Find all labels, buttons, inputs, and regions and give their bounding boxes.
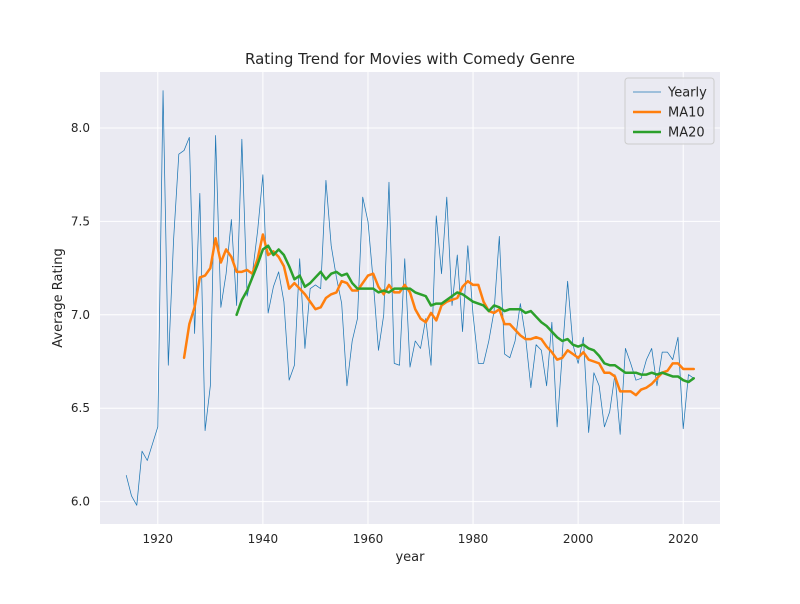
x-tick-label: 1940 <box>248 532 279 546</box>
chart-title: Rating Trend for Movies with Comedy Genr… <box>245 50 575 68</box>
y-axis-label: Average Rating <box>51 248 66 347</box>
legend-label: MA10 <box>668 106 705 121</box>
y-tick-label: 6.5 <box>71 401 90 415</box>
x-tick-label: 1920 <box>143 532 174 546</box>
x-axis-label: year <box>395 550 425 565</box>
y-tick-labels: 6.0 6.5 7.0 7.5 8.0 <box>71 121 90 509</box>
series-line-ma10 <box>182 233 695 397</box>
series-lines <box>125 90 695 506</box>
series-line-ma20 <box>235 244 695 384</box>
y-tick-label: 7.0 <box>71 308 90 322</box>
x-tick-labels: 1920 1940 1960 1980 2000 2020 <box>143 532 699 546</box>
legend-box <box>624 77 715 145</box>
legend: Yearly MA10 MA20 <box>624 77 715 145</box>
y-tick-label: 6.0 <box>71 495 90 509</box>
x-tick-label: 1980 <box>458 532 489 546</box>
y-tick-label: 8.0 <box>71 121 90 135</box>
legend-label: Yearly <box>667 86 707 101</box>
series-line-yearly <box>125 90 695 506</box>
x-tick-label: 1960 <box>353 532 384 546</box>
x-tick-label: 2020 <box>668 532 699 546</box>
plot-background <box>100 72 720 524</box>
y-tick-label: 7.5 <box>71 214 90 228</box>
grid <box>100 72 720 524</box>
x-tick-label: 2000 <box>563 532 594 546</box>
legend-label: MA20 <box>668 126 705 141</box>
